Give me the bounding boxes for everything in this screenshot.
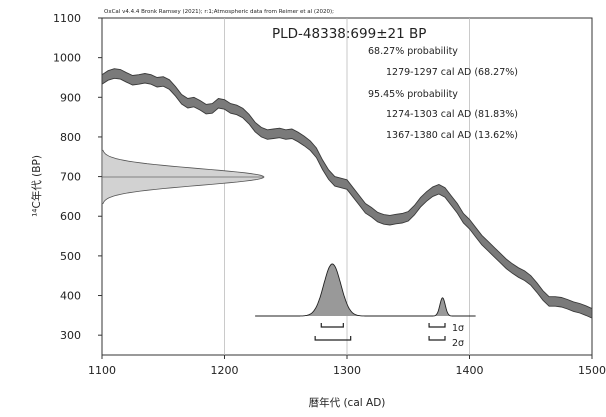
x-ticks: 1100 1200 1300 1400 1500 <box>88 355 606 377</box>
y-tick-label-600: 600 <box>60 210 81 223</box>
measured-distribution <box>101 149 265 205</box>
sigma2-label: 2σ <box>452 338 464 349</box>
y-tick-label-400: 400 <box>60 290 81 303</box>
x-axis-label: 暦年代 (cal AD) <box>309 396 386 409</box>
y-tick-label-800: 800 <box>60 131 81 144</box>
y-tick-label-1000: 1000 <box>53 52 81 65</box>
calibrated-distribution-shape <box>255 263 476 317</box>
range-brackets <box>314 323 446 341</box>
y-tick-label-500: 500 <box>60 250 81 263</box>
source-line: OxCal v4.4.4 Bronk Ramsey (2021); r:1;At… <box>104 9 334 15</box>
y-tick-label-900: 900 <box>60 91 81 104</box>
sigma1-range-1 <box>428 323 446 328</box>
sigma1-label: 1σ <box>452 323 464 334</box>
sigma2-range-1 <box>428 336 446 341</box>
x-tick-label-1500: 1500 <box>578 364 606 377</box>
calibration-curve <box>101 68 593 319</box>
annotation-2s-range-b: 1367-1380 cal AD (13.62%) <box>386 130 518 141</box>
annotation-1s-heading: 68.27% probability <box>368 46 458 57</box>
annotation-1s-range: 1279-1297 cal AD (68.27%) <box>386 67 518 78</box>
y-tick-label-700: 700 <box>60 171 81 184</box>
chart-title: PLD-48338:699±21 BP <box>272 26 426 42</box>
annotation-2s-range-a: 1274-1303 cal AD (81.83%) <box>386 109 518 120</box>
calibrated-distribution <box>255 263 476 317</box>
sigma1-range-0 <box>320 323 344 328</box>
y-tick-label-1100: 1100 <box>53 12 81 25</box>
x-tick-label-1100: 1100 <box>88 364 116 377</box>
annotation-2s-heading: 95.45% probability <box>368 89 458 100</box>
x-tick-label-1400: 1400 <box>456 364 484 377</box>
y-tick-label-300: 300 <box>60 329 81 342</box>
x-tick-label-1300: 1300 <box>333 364 361 377</box>
y-ticks: 300 400 500 600 700 800 900 1000 1100 <box>53 12 102 342</box>
calibration-curve-band <box>101 68 593 319</box>
sigma2-range-0 <box>314 336 352 341</box>
y-axis-label: ¹⁴C年代 (BP) <box>30 155 43 217</box>
x-tick-label-1200: 1200 <box>211 364 239 377</box>
